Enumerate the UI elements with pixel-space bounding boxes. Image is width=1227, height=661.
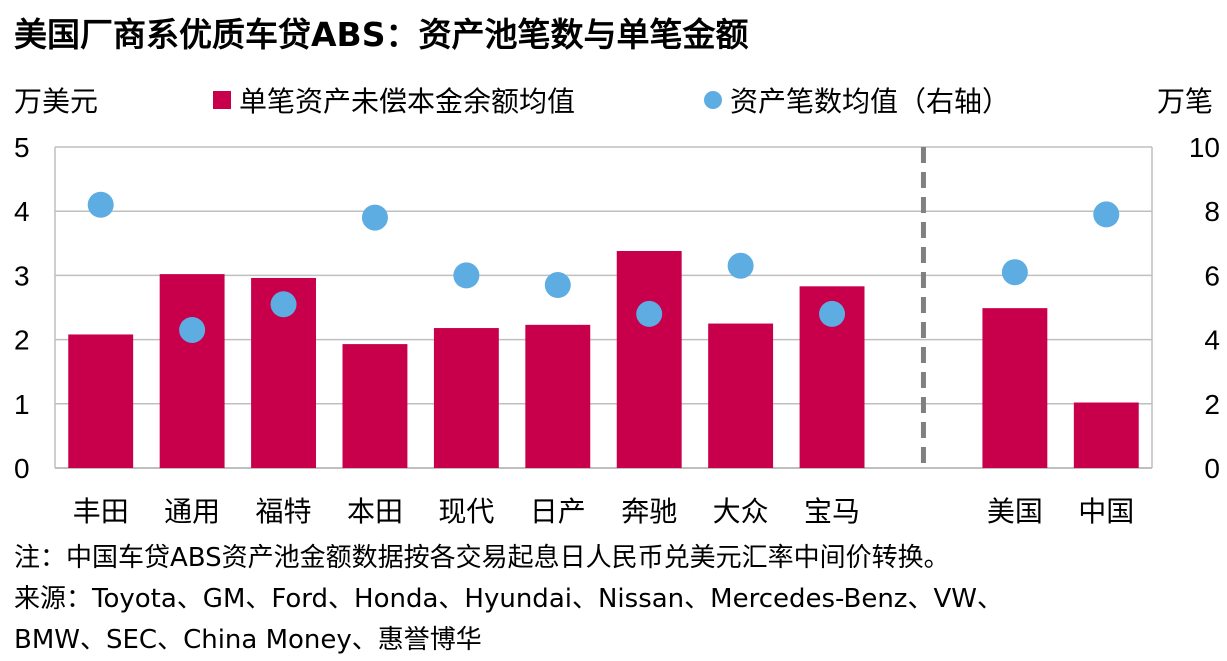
bar [708, 323, 774, 468]
bar [525, 324, 591, 468]
left-axis-unit: 万美元 [14, 85, 99, 118]
category-label: 本田 [347, 495, 403, 528]
bar [68, 334, 134, 468]
data-point [453, 262, 480, 289]
data-point [727, 252, 754, 279]
data-point [361, 204, 388, 231]
data-point [819, 300, 846, 327]
chart-svg: 0 1 2 3 4 5 0 2 4 6 8 10 丰田 通用 福特 本田 现代 日产 奔驰 大众 宝马 美国 中国 [14, 132, 1220, 528]
data-point [270, 291, 297, 318]
category-label: 奔驰 [621, 495, 677, 528]
category-label: 中国 [1078, 495, 1134, 528]
left-tick-label: 4 [14, 196, 30, 227]
chart-title: 美国厂商系优质车贷ABS：资产池笔数与单笔金额 [14, 15, 749, 54]
bar [342, 344, 408, 468]
right-tick-label: 6 [1204, 260, 1220, 291]
right-axis-unit: 万笔 [1156, 85, 1213, 118]
right-tick-label: 2 [1204, 389, 1220, 420]
data-point [1093, 201, 1120, 228]
left-tick-label: 2 [14, 325, 30, 356]
category-label: 丰田 [73, 495, 129, 528]
bar [433, 328, 499, 468]
right-tick-label: 0 [1204, 453, 1220, 484]
bar [982, 308, 1048, 468]
category-label: 现代 [438, 495, 494, 528]
right-tick-label: 8 [1204, 196, 1220, 227]
footnote-line: 注：中国车贷ABS资产池金额数据按各交易起息日人民币兑美元汇率中间价转换。 [14, 543, 950, 573]
category-label: 通用 [164, 495, 220, 528]
data-point [636, 300, 663, 327]
bar [1073, 402, 1139, 468]
dot-swatch-icon [704, 91, 722, 109]
category-label: 美国 [987, 495, 1043, 528]
bar [616, 251, 682, 468]
data-point [87, 191, 114, 218]
data-point [544, 272, 571, 299]
data-point [179, 316, 206, 343]
category-label: 福特 [256, 495, 312, 528]
category-label: 大众 [713, 495, 769, 528]
footnote-line: BMW、SEC、China Money、惠誉博华 [14, 625, 482, 655]
category-label: 宝马 [804, 495, 860, 528]
bar-swatch-icon [213, 91, 231, 109]
right-tick-label: 10 [1189, 132, 1220, 163]
right-tick-label: 4 [1204, 325, 1220, 356]
legend-item-dot: 资产笔数均值（右轴） [704, 80, 1010, 120]
data-point [1001, 259, 1028, 286]
category-label: 日产 [530, 495, 586, 528]
footnote-line: 来源：Toyota、GM、Ford、Honda、Hyundai、Nissan、M… [14, 584, 1003, 614]
left-tick-label: 0 [14, 453, 30, 484]
legend-bar-label: 单笔资产未偿本金余额均值 [239, 85, 576, 118]
left-tick-label: 3 [14, 260, 30, 291]
footnotes: 注：中国车贷ABS资产池金额数据按各交易起息日人民币兑美元汇率中间价转换。 来源… [14, 538, 1214, 661]
left-tick-label: 1 [14, 389, 30, 420]
legend-dot-label: 资产笔数均值（右轴） [730, 85, 1011, 118]
bar [159, 274, 225, 468]
legend-item-bar: 单笔资产未偿本金余额均值 [213, 80, 575, 120]
left-tick-label: 5 [14, 132, 30, 163]
